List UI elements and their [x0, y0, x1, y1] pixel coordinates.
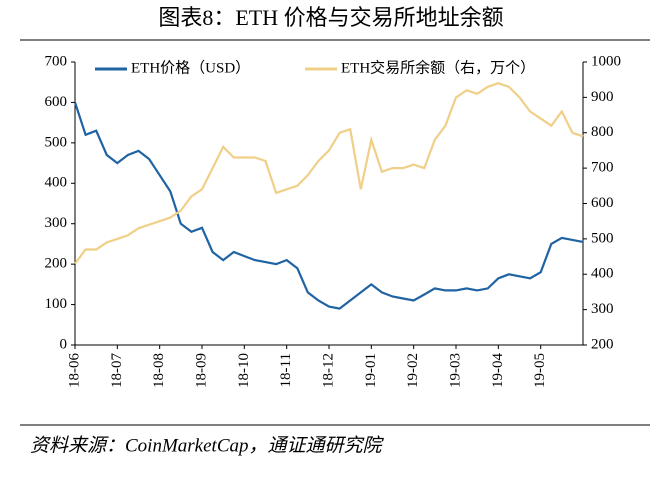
legend-label: ETH交易所余额（右，万个） — [341, 58, 535, 76]
y-tick-label: 100 — [45, 296, 68, 312]
x-tick-label: 18-07 — [109, 353, 125, 388]
series-line — [73, 102, 584, 310]
y2-tick-label: 300 — [591, 301, 614, 317]
y2-tick-label: 200 — [591, 336, 614, 352]
y2-tick-label: 500 — [591, 230, 614, 246]
x-tick-label: 19-02 — [405, 353, 421, 388]
chart-title: 图表8：ETH 价格与交易所地址余额 — [158, 5, 503, 30]
y-tick-label: 0 — [60, 336, 68, 352]
x-tick-label: 18-08 — [151, 353, 167, 388]
x-tick-label: 18-09 — [193, 353, 209, 388]
y-tick-label: 400 — [45, 175, 68, 191]
y2-tick-label: 800 — [591, 124, 614, 140]
y2-tick-label: 600 — [591, 195, 614, 211]
x-tick-label: 18-06 — [66, 353, 82, 388]
y-tick-label: 600 — [45, 94, 68, 110]
x-tick-label: 18-11 — [278, 353, 294, 387]
x-tick-label: 19-05 — [532, 353, 548, 388]
y2-tick-label: 1000 — [591, 53, 621, 69]
x-tick-label: 19-03 — [447, 353, 463, 388]
y2-tick-label: 900 — [591, 89, 614, 105]
y-tick-label: 700 — [45, 53, 68, 69]
x-tick-label: 19-04 — [490, 353, 506, 388]
series-line — [74, 82, 584, 265]
x-tick-label: 18-12 — [320, 353, 336, 388]
x-tick-label: 19-01 — [363, 353, 379, 388]
y2-tick-label: 700 — [591, 160, 614, 176]
legend-label: ETH价格（USD） — [131, 59, 250, 76]
y2-tick-label: 400 — [591, 266, 614, 282]
source: 资料来源：CoinMarketCap，通证通研究院 — [30, 434, 384, 456]
y-tick-label: 300 — [45, 215, 68, 231]
x-tick-label: 18-10 — [236, 353, 252, 388]
y-tick-label: 200 — [45, 256, 68, 272]
y-tick-label: 500 — [45, 134, 68, 150]
